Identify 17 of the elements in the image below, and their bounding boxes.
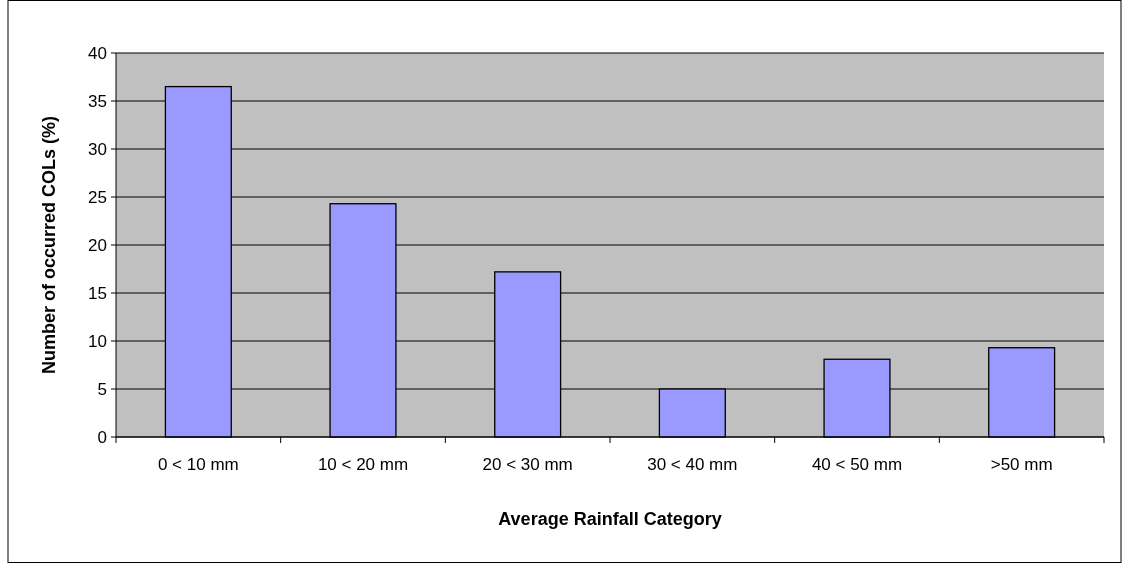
y-tick-label: 30 (88, 139, 107, 159)
y-tick-label: 15 (88, 283, 107, 303)
y-tick-label: 40 (88, 43, 107, 63)
x-tick-label: 30 < 40 mm (647, 455, 738, 474)
y-tick-label: 10 (88, 331, 107, 351)
x-axis-title: Average Rainfall Category (498, 509, 722, 529)
y-tick-label: 20 (88, 235, 107, 255)
y-tick-label: 5 (97, 379, 107, 399)
x-tick-label: 0 < 10 mm (157, 455, 239, 474)
y-tick-label: 0 (97, 427, 107, 447)
x-tick-label: >50 mm (990, 455, 1053, 474)
y-axis-title: Number of occurred COLs (%) (39, 115, 59, 375)
x-tick-label: 10 < 20 mm (317, 455, 409, 474)
x-tick-label: 40 < 50 mm (811, 455, 903, 474)
x-tick-label: 20 < 30 mm (482, 455, 573, 474)
y-tick-label: 35 (88, 91, 107, 111)
y-tick-label: 25 (88, 187, 107, 207)
